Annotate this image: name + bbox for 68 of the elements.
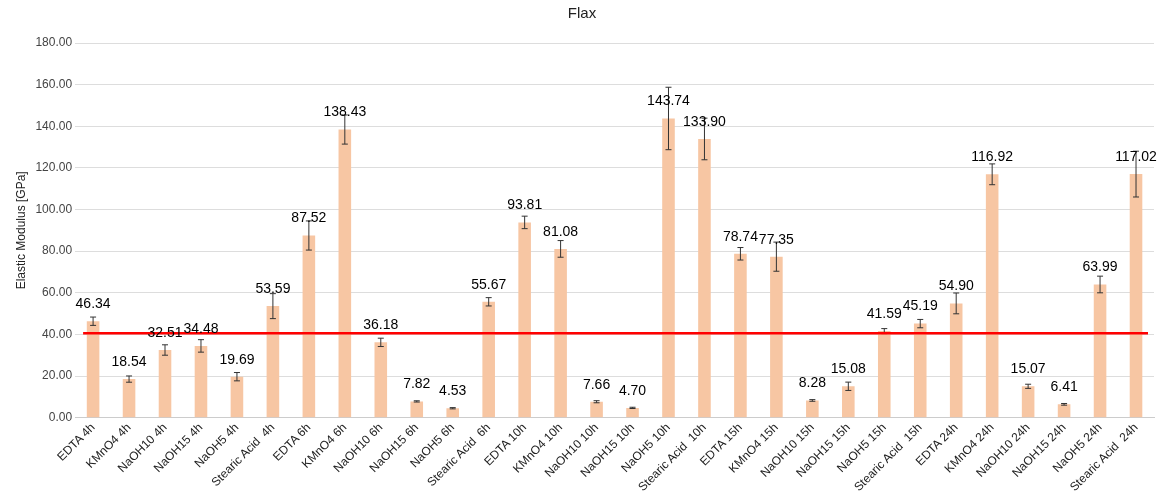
bar xyxy=(266,306,280,418)
bar xyxy=(1057,404,1071,418)
data-label: 34.48 xyxy=(183,319,219,336)
data-label: 87.52 xyxy=(291,209,327,226)
bar xyxy=(158,350,172,418)
bar xyxy=(410,401,424,418)
bar xyxy=(338,129,352,418)
bar xyxy=(302,235,316,418)
y-tick-label: 60.00 xyxy=(42,285,73,300)
data-label: 4.70 xyxy=(618,381,647,398)
data-label: 7.66 xyxy=(582,375,611,392)
bar xyxy=(662,118,675,418)
bar xyxy=(913,323,927,418)
data-label: 6.41 xyxy=(1050,378,1078,395)
bar xyxy=(1093,284,1107,418)
data-label: 15.07 xyxy=(1010,360,1046,377)
bar xyxy=(949,303,963,418)
y-tick-label: 100.00 xyxy=(35,201,73,216)
y-tick-label: 120.00 xyxy=(35,160,73,175)
data-label: 63.99 xyxy=(1082,258,1118,275)
data-label: 19.69 xyxy=(219,350,255,367)
y-tick-label: 20.00 xyxy=(42,368,73,383)
y-tick-label: 180.00 xyxy=(35,35,73,50)
data-label: 117.02 xyxy=(1115,147,1158,164)
bar xyxy=(806,400,819,418)
data-label: 78.74 xyxy=(722,227,759,244)
bar xyxy=(230,376,244,418)
bar xyxy=(626,407,639,418)
data-label: 7.82 xyxy=(403,375,431,392)
bar xyxy=(985,174,999,418)
bar xyxy=(194,345,208,418)
data-label: 46.34 xyxy=(75,295,111,312)
y-tick-label: 80.00 xyxy=(42,243,73,258)
y-tick-label: 140.00 xyxy=(35,118,73,133)
data-label: 4.53 xyxy=(439,382,467,399)
bar xyxy=(842,386,855,418)
data-label: 54.90 xyxy=(938,277,974,294)
bar xyxy=(518,222,531,418)
bar xyxy=(1129,174,1143,418)
bar xyxy=(86,321,100,418)
bar xyxy=(877,331,891,418)
bar xyxy=(482,301,495,418)
bar xyxy=(770,256,783,418)
chart-title: Flax xyxy=(567,4,597,22)
data-label: 53.59 xyxy=(255,279,291,296)
y-tick-label: 160.00 xyxy=(35,76,73,91)
bar xyxy=(1021,386,1035,418)
bar xyxy=(374,342,388,418)
data-label: 55.67 xyxy=(471,275,507,292)
bar xyxy=(554,248,567,418)
data-label: 8.28 xyxy=(798,374,827,391)
data-label: 93.81 xyxy=(507,196,543,213)
y-axis-title: Elastic Modulus [GPa] xyxy=(13,171,28,290)
data-label: 18.54 xyxy=(111,352,147,369)
data-label: 36.18 xyxy=(363,316,399,333)
data-label: 138.43 xyxy=(323,103,367,120)
data-label: 81.08 xyxy=(543,222,579,239)
bar xyxy=(734,253,747,418)
data-label: 45.19 xyxy=(902,297,938,314)
data-label: 41.59 xyxy=(866,304,902,321)
y-tick-label: 0.00 xyxy=(48,409,73,424)
bar xyxy=(122,379,136,418)
bar xyxy=(590,401,603,418)
data-label: 116.92 xyxy=(971,148,1014,165)
bar xyxy=(698,138,711,418)
y-tick-label: 40.00 xyxy=(42,326,73,341)
data-label: 77.35 xyxy=(758,230,795,247)
data-label: 15.08 xyxy=(830,360,867,377)
